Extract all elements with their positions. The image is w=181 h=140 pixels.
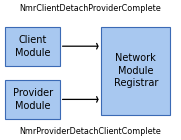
Text: Provider
Module: Provider Module [12,88,53,111]
Text: NmrClientDetachProviderComplete: NmrClientDetachProviderComplete [20,4,161,13]
FancyBboxPatch shape [5,27,60,66]
Text: NmrProviderDetachClientComplete: NmrProviderDetachClientComplete [20,127,161,136]
FancyBboxPatch shape [101,27,170,115]
Text: Client
Module: Client Module [15,35,50,58]
Text: Network
Module
Registrar: Network Module Registrar [113,53,158,88]
FancyBboxPatch shape [5,80,60,119]
